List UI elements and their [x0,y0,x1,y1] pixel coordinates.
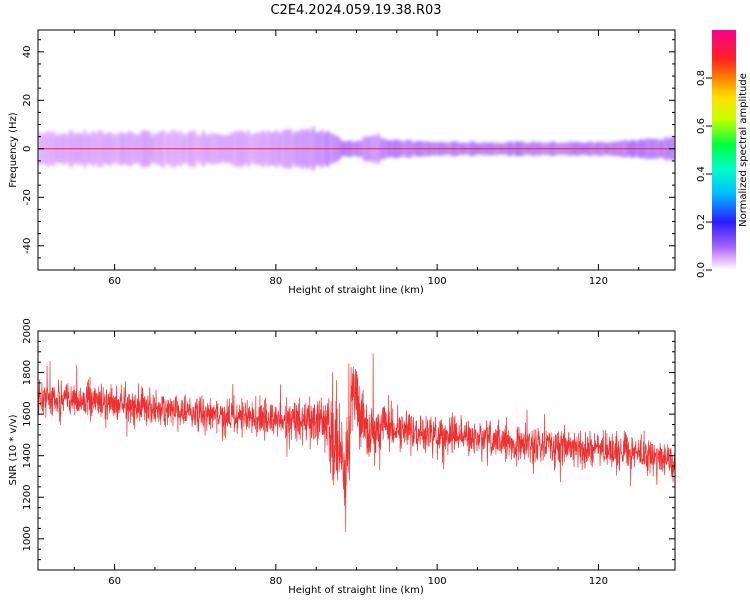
colorbar-tick-label: 0.4 [696,166,707,182]
spectrogram-y-ticks: 40 20 0 -20 -40 [22,39,675,271]
x-tick-label: 60 [108,276,121,287]
snr-y-ticks: 1000 1200 1400 1600 1800 2000 [22,318,675,571]
colorbar: 0.0 0.2 0.4 0.6 0.8 Normalized spectral ampl… [696,30,749,278]
y-tick-label: 1800 [22,360,33,385]
x-tick-label: 120 [589,576,608,587]
y-tick-label: 20 [22,94,33,107]
y-tick-label: 2000 [22,318,33,343]
spectrogram-heatmap [38,126,675,171]
y-tick-label: 0 [22,146,33,152]
y-tick-label: -20 [22,189,33,205]
x-tick-label: 80 [269,276,282,287]
y-tick-label: 1400 [22,443,33,468]
spectrogram-x-axis-label: Height of straight line (km) [288,285,424,296]
snr-series-line [38,353,675,532]
snr-panel: 60 80 100 120 1000 1200 1400 1600 1800 2000 Heig… [8,318,676,596]
colorbar-tick-label: 0.8 [696,70,707,86]
y-tick-label: 1000 [22,526,33,551]
spectrogram-panel: 60 80 100 120 40 20 0 -20 -40 Height of straigh… [8,29,676,296]
spectrogram-x-ticks: 60 80 100 120 [73,30,640,287]
snr-y-axis-label: SNR (10 * v/v) [8,414,19,485]
colorbar-gradient [712,30,736,270]
spectrogram-y-axis-label: Frequency (Hz) [8,112,19,188]
x-tick-label: 100 [428,276,447,287]
colorbar-tick-label: 0.2 [696,214,707,230]
y-tick-label: 40 [22,45,33,58]
y-tick-label: 1600 [22,401,33,426]
y-tick-label: 1200 [22,485,33,510]
figure-title: C2E4.2024.059.19.38.R03 [270,3,441,18]
y-tick-label: -40 [22,238,33,254]
x-tick-label: 60 [108,576,121,587]
x-tick-label: 80 [269,576,282,587]
x-tick-label: 120 [589,276,608,287]
colorbar-label: Normalized spectral amplitude [738,73,749,227]
colorbar-tick-label: 0.0 [696,262,707,278]
colorbar-tick-label: 0.6 [696,118,707,134]
snr-x-axis-label: Height of straight line (km) [288,585,424,596]
colorbar-ticks: 0.0 0.2 0.4 0.6 0.8 [696,70,712,278]
snr-x-ticks: 60 80 100 120 [73,331,640,587]
x-tick-label: 100 [428,576,447,587]
